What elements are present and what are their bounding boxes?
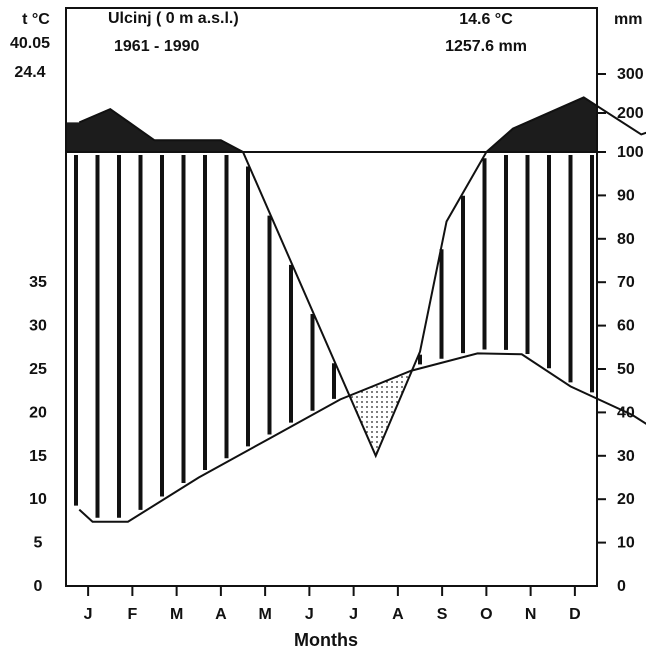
precipitation-tick-label: 70	[617, 274, 635, 291]
period-label: 1961 - 1990	[114, 38, 200, 55]
humid-hatching	[74, 155, 594, 518]
mean-temperature-label: 14.6 °C	[459, 11, 513, 28]
left-axis-title: t °C	[22, 11, 50, 28]
month-label: J	[84, 606, 93, 623]
month-label: M	[170, 606, 183, 623]
perhumid-fill	[66, 109, 242, 152]
temperature-tick-label: 35	[29, 274, 47, 291]
precipitation-axis: 0 10 20 30 40 50 60 70 80 90 100 200 300	[597, 66, 644, 595]
arid-fill	[350, 370, 411, 456]
temperature-tick-label: 20	[29, 404, 47, 421]
precipitation-tick-label: 300	[617, 66, 644, 83]
temperature-tick-label: 15	[29, 448, 47, 465]
month-label: S	[437, 606, 448, 623]
perhumid-fill	[487, 97, 597, 152]
temperature-tick-label: 10	[29, 491, 47, 508]
month-label: N	[525, 606, 537, 623]
precipitation-line	[78, 96, 646, 459]
temperature-axis: 0 5 10 15 20 25 30 35	[29, 274, 47, 595]
month-label: D	[569, 606, 581, 623]
month-label: A	[215, 606, 227, 623]
plot-frame	[65, 7, 598, 587]
month-label: J	[349, 606, 358, 623]
precipitation-tick-label: 0	[617, 578, 626, 595]
annual-precipitation-label: 1257.6 mm	[445, 38, 527, 55]
temperature-tick-label: 0	[34, 578, 43, 595]
station-name: Ulcinj ( 0 m a.s.l.)	[108, 10, 239, 27]
temperature-tick-label: 5	[34, 535, 43, 552]
precipitation-tick-label: 80	[617, 231, 635, 248]
temperature-line	[78, 352, 646, 523]
precipitation-tick-label: 200	[617, 105, 644, 122]
x-axis-title: Months	[294, 630, 358, 650]
precipitation-tick-label: 60	[617, 318, 635, 335]
extreme-max-label: 40.05	[10, 35, 50, 52]
precipitation-tick-label: 30	[617, 448, 635, 465]
mean-max-label: 24.4	[14, 64, 45, 81]
precipitation-tick-label: 10	[617, 535, 635, 552]
month-label: A	[392, 606, 404, 623]
month-label: F	[127, 606, 137, 623]
arid-dotted-area	[350, 370, 411, 456]
perhumid-area	[66, 97, 597, 152]
month-label: M	[258, 606, 271, 623]
precipitation-tick-label: 50	[617, 361, 635, 378]
month-label: O	[480, 606, 492, 623]
precipitation-tick-label: 90	[617, 187, 635, 204]
temperature-tick-label: 25	[29, 361, 47, 378]
precipitation-tick-label: 20	[617, 491, 635, 508]
month-label: J	[305, 606, 314, 623]
temperature-tick-label: 30	[29, 318, 47, 335]
precipitation-tick-label: 40	[617, 404, 635, 421]
right-axis-title: mm	[614, 11, 642, 28]
precipitation-tick-label: 100	[617, 144, 644, 161]
